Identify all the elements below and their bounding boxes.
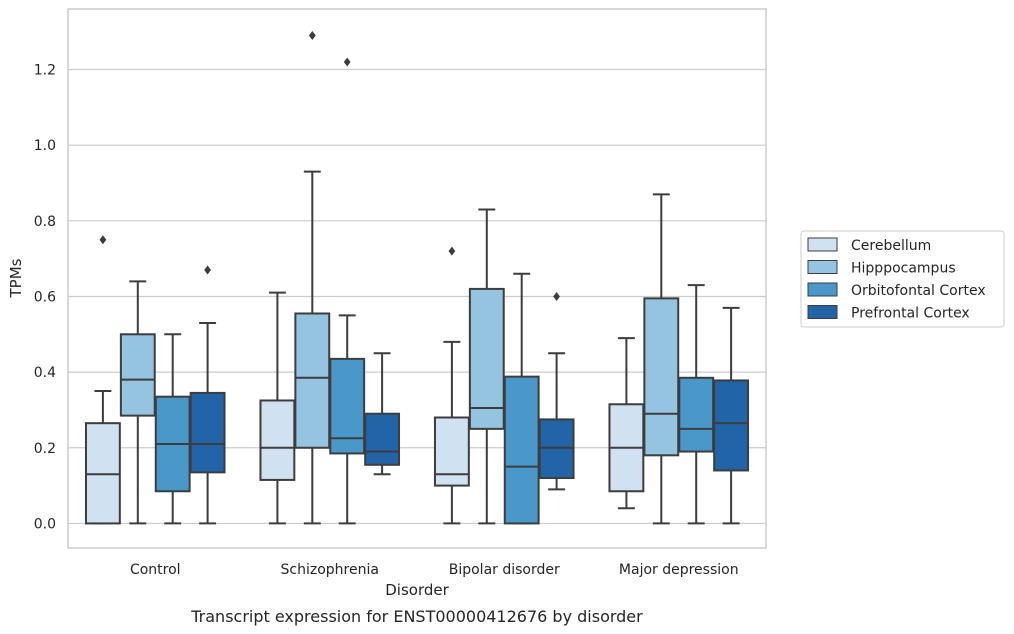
outlier-point: [99, 235, 107, 245]
chart-caption: Transcript expression for ENST0000041267…: [190, 607, 643, 626]
box-hipppocampus-1: [294, 30, 331, 525]
y-tick-label: 0.6: [34, 289, 56, 305]
outlier-point: [448, 246, 456, 256]
box-hipppocampus-3: [643, 193, 680, 525]
box-iqr: [678, 376, 715, 453]
legend-label: Hipppocampus: [851, 261, 956, 277]
outlier-point: [553, 291, 560, 301]
box-iqr: [119, 333, 156, 417]
x-tick-label: Bipolar disorder: [449, 562, 560, 578]
x-tick-label: Control: [130, 562, 181, 578]
box-cerebellum-2: [433, 246, 470, 525]
y-axis-label: TPMs: [7, 258, 25, 298]
box-iqr: [189, 391, 226, 474]
outlier-point: [204, 265, 211, 275]
legend-label: Orbitofontal Cortex: [851, 283, 986, 299]
box-iqr: [364, 412, 401, 466]
box-iqr: [294, 312, 331, 449]
box-iqr: [259, 399, 296, 481]
box-orbitofontal-cortex-1: [329, 57, 366, 525]
box-orbitofontal-cortex-3: [678, 284, 715, 525]
box-iqr: [433, 416, 470, 487]
legend-swatch: [807, 260, 838, 274]
box-cerebellum-3: [608, 337, 645, 510]
legend-swatch: [807, 305, 838, 319]
box-hipppocampus-0: [119, 280, 156, 525]
legend: Cerebellum Hipppocampus Orbitofontal Corte…: [800, 230, 1005, 328]
box-plot-marks: [84, 30, 750, 525]
box-prefrontal-cortex-3: [713, 306, 750, 525]
box-iqr: [643, 297, 680, 457]
box-prefrontal-cortex-2: [538, 291, 575, 491]
legend-label: Prefrontal Cortex: [851, 306, 970, 322]
y-tick-label: 0.2: [34, 441, 56, 457]
box-iqr: [503, 375, 540, 525]
box-prefrontal-cortex-0: [189, 265, 226, 525]
box-iqr: [468, 287, 505, 430]
box-orbitofontal-cortex-2: [503, 272, 540, 525]
box-orbitofontal-cortex-0: [154, 333, 191, 525]
y-tick-label: 0.4: [34, 365, 56, 381]
outlier-point: [343, 57, 351, 67]
legend-swatch: [807, 237, 838, 252]
legend-frame: [800, 230, 1005, 328]
x-tick-label: Schizophrenia: [281, 562, 379, 578]
y-tick-label: 1.2: [34, 63, 56, 79]
box-iqr: [713, 379, 750, 472]
box-hipppocampus-2: [468, 208, 505, 525]
x-tick-label: Major depression: [619, 562, 739, 578]
x-axis-label: Disorder: [385, 581, 449, 599]
outlier-point: [308, 30, 316, 40]
legend-swatch: [807, 282, 838, 297]
box-cerebellum-1: [259, 291, 296, 525]
legend-items: Cerebellum Hipppocampus Orbitofontal Corte…: [807, 237, 986, 322]
y-tick-label: 0.0: [34, 516, 56, 532]
legend-label: Cerebellum: [851, 238, 931, 254]
y-tick-label: 1.0: [34, 138, 56, 154]
box-cerebellum-0: [84, 235, 121, 525]
y-tick-labels: 0.0 0.2 0.4 0.6 0.8 1.0 1.2: [34, 63, 56, 533]
y-tick-label: 0.8: [34, 214, 56, 230]
box-prefrontal-cortex-1: [364, 352, 401, 476]
x-tick-labels: Control Schizophrenia Bipolar disorder Majo…: [130, 562, 739, 578]
